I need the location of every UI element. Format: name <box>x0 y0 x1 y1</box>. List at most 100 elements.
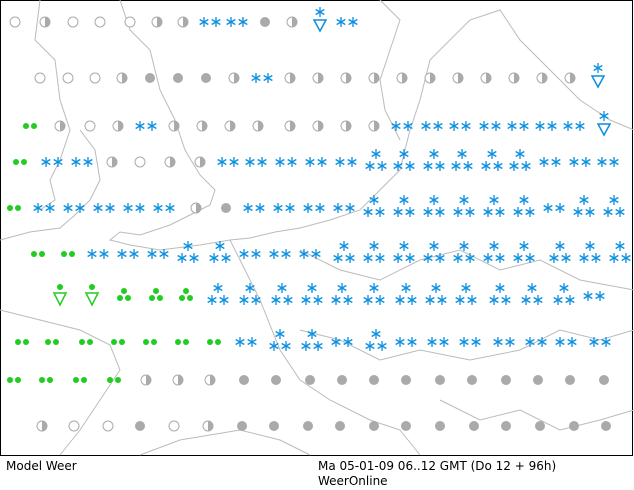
half-fill <box>486 73 491 83</box>
snow-symbol <box>273 203 295 213</box>
snow-flake-arm <box>597 158 607 166</box>
rain-symbol <box>111 339 125 345</box>
snow-flake-arm <box>505 338 515 346</box>
overcast-symbol <box>599 375 609 385</box>
snow-flake-arm <box>581 158 591 166</box>
heavy-snow-symbol <box>269 329 291 351</box>
half-fill <box>542 73 547 83</box>
snow-flake-arm <box>343 338 353 346</box>
heavy-snow-symbol <box>423 241 445 263</box>
snow-flake-arm <box>487 150 497 158</box>
snow-flake-arm <box>281 250 291 258</box>
map-frame <box>0 0 633 456</box>
cloudy-symbol <box>34 72 46 84</box>
snow-flake-arm <box>399 242 409 250</box>
snow-flake-arm <box>105 204 115 212</box>
heavy-snow-symbol <box>521 283 543 305</box>
snow-flake-arm <box>337 284 347 292</box>
snow-symbol <box>569 157 591 167</box>
coastlines <box>0 0 634 456</box>
snow-flake-arm <box>471 338 481 346</box>
rain-symbol <box>23 123 37 129</box>
rain-dot <box>125 295 131 301</box>
snow-flake-arm <box>189 254 199 262</box>
heavy-rain-symbol <box>179 288 193 301</box>
snow-symbol <box>93 203 115 213</box>
half-cloudy-symbol <box>252 120 264 132</box>
snow-flake-arm <box>491 122 501 130</box>
snow-flake-arm <box>377 342 387 350</box>
snow-flake-arm <box>305 158 315 166</box>
snow-flake-arm <box>333 254 343 262</box>
rain-dot <box>39 251 45 257</box>
half-cloudy-symbol <box>202 420 214 432</box>
snow-flake-arm <box>313 342 323 350</box>
rain-dot <box>39 377 45 383</box>
snow-flake-arm <box>399 150 409 158</box>
rain-dot <box>89 284 95 290</box>
snow-flake-arm <box>303 204 313 212</box>
snow-flake-arm <box>183 242 193 250</box>
footer-left: Model Weer <box>6 459 77 473</box>
rain-dot <box>87 339 93 345</box>
snow-flake-arm <box>525 208 535 216</box>
snow-flake-arm <box>375 254 385 262</box>
snow-flake-arm <box>33 204 43 212</box>
snow-flake-arm <box>603 208 613 216</box>
snow-flake-arm <box>565 296 575 304</box>
snow-flake-arm <box>371 150 381 158</box>
snow-flake-arm <box>519 122 529 130</box>
overcast-symbol <box>269 421 279 431</box>
half-fill <box>112 157 117 167</box>
heavy-snow-symbol <box>363 241 385 263</box>
snow-flake-arm <box>481 162 491 170</box>
snow-symbol <box>243 203 265 213</box>
rain-dot <box>13 159 19 165</box>
overcast-symbol <box>201 73 211 83</box>
snow-symbol <box>335 157 357 167</box>
snow-flake-arm <box>199 18 209 26</box>
weather-symbols <box>7 7 631 432</box>
snow-flake-arm <box>313 296 323 304</box>
snow-flake-arm <box>493 162 503 170</box>
overcast-symbol <box>401 421 411 431</box>
shower-triangle <box>596 123 612 137</box>
rain-dot <box>57 284 63 290</box>
snow-flake-arm <box>247 338 257 346</box>
heavy-snow-symbol <box>331 283 353 305</box>
snow-flake-arm <box>365 342 375 350</box>
snow-flake-arm <box>348 18 358 26</box>
snow-flake-arm <box>311 250 321 258</box>
heavy-snow-symbol <box>609 241 631 263</box>
rain-dot <box>69 251 75 257</box>
snow-flake-arm <box>521 162 531 170</box>
snow-flake-arm <box>449 122 459 130</box>
snow-symbol <box>153 203 175 213</box>
heavy-snow-symbol <box>579 241 601 263</box>
snow-flake-arm <box>281 342 291 350</box>
snow-flake-arm <box>335 158 345 166</box>
snow-symbol <box>41 157 63 167</box>
half-fill <box>374 73 379 83</box>
snow-flake-arm <box>243 204 253 212</box>
rain-shower-symbol <box>52 284 68 307</box>
snow-flake-arm <box>585 242 595 250</box>
rain-dot <box>153 288 159 294</box>
snow-flake-arm <box>135 122 145 130</box>
rain-dot <box>215 339 221 345</box>
snow-flake-arm <box>453 208 463 216</box>
heavy-snow-symbol <box>423 149 445 171</box>
snow-symbol <box>275 157 297 167</box>
shower-triangle <box>590 75 606 89</box>
half-cloudy-symbol <box>536 72 548 84</box>
half-cloudy-symbol <box>106 156 118 168</box>
snow-flake-arm <box>573 208 583 216</box>
half-cloudy-symbol <box>228 72 240 84</box>
cloudy-symbol <box>102 420 114 432</box>
snow-flake-arm <box>377 162 387 170</box>
snow-flake-arm <box>363 254 373 262</box>
snow-flake-arm <box>251 250 261 258</box>
cloudy-symbol <box>124 16 136 28</box>
snow-flake-arm <box>459 338 469 346</box>
rain-symbol <box>79 339 93 345</box>
